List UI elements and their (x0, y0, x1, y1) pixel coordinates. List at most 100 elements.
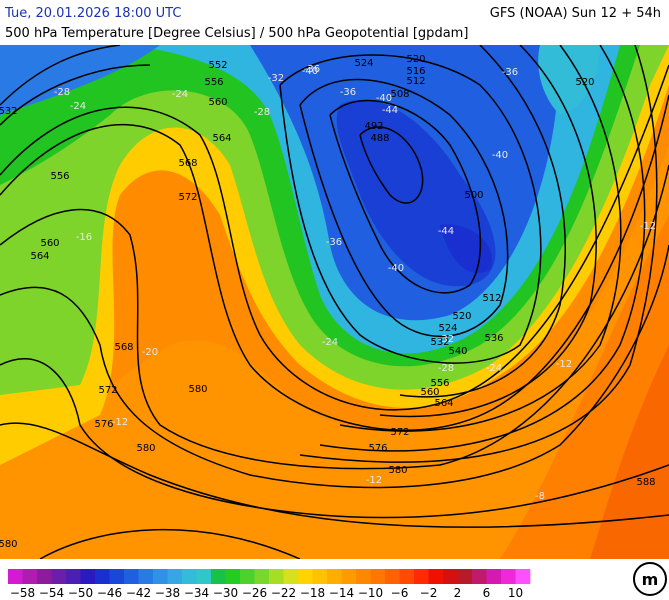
temperature-label: -12 (112, 417, 128, 428)
geopotential-label: 576 (94, 419, 113, 430)
geopotential-label: 580 (388, 465, 407, 476)
temperature-label: -40 (492, 150, 508, 161)
geopotential-label: 536 (484, 333, 503, 344)
legend-swatch (312, 569, 328, 584)
temperature-label: -32 (438, 334, 454, 345)
temperature-label: -40 (376, 93, 392, 104)
legend-swatch (486, 569, 502, 584)
legend-swatch (8, 569, 23, 584)
legend-label: −2 (420, 586, 438, 600)
legend-swatch (283, 569, 299, 584)
legend-swatch (153, 569, 168, 584)
geopotential-label: 560 (40, 238, 59, 249)
legend-swatch (457, 569, 473, 584)
datetime: Tue, 20.01.2026 18:00 UTC (5, 6, 182, 21)
legend-swatch (240, 569, 255, 584)
legend-swatch (341, 569, 357, 584)
legend-swatch (414, 569, 429, 584)
legend-swatch (428, 569, 444, 584)
legend-label: −38 (155, 586, 180, 600)
legend-label: 10 (508, 586, 523, 600)
temperature-label: -36 (340, 87, 356, 98)
geopotential-label: 552 (208, 60, 227, 71)
legend-label: −30 (213, 586, 238, 600)
legend-swatch (298, 569, 313, 584)
legend-swatch (196, 569, 212, 584)
temperature-label: -24 (70, 101, 86, 112)
temperature-label: -28 (438, 363, 454, 374)
legend-swatch (124, 569, 139, 584)
geopotential-label: 520 (575, 77, 594, 88)
logo (633, 562, 667, 596)
geopotential-label: 524 (354, 58, 373, 69)
temperature-label: -12 (640, 221, 656, 232)
geopotential-label: 580 (0, 539, 18, 550)
legend-label: 6 (483, 586, 491, 600)
temperature-label: -44 (382, 105, 398, 116)
legend-swatch (443, 569, 458, 584)
geopotential-label: 532 (430, 337, 449, 348)
geopotential-label: 520 (406, 54, 425, 65)
legend-swatch (399, 569, 415, 584)
temperature-label: -44 (438, 226, 454, 237)
geopotential-label: 524 (438, 323, 457, 334)
logo-mark: m (642, 570, 659, 589)
legend-swatch (167, 569, 183, 584)
temperature-label: -20 (142, 347, 158, 358)
legend-swatch (269, 569, 284, 584)
legend: −58 −54 −50 −46 −42 −38 −34 −30 −26 −22 −18 −14 −10−… (8, 562, 667, 600)
geopotential-label: 560 (208, 97, 227, 108)
legend-swatch (254, 569, 270, 584)
geopotential-label: 516 (406, 66, 425, 77)
legend-label: −18 (300, 586, 325, 600)
legend-swatch (385, 569, 400, 584)
legend-swatch (327, 569, 342, 584)
legend-swatch (472, 569, 487, 584)
geopotential-label: 568 (114, 342, 133, 353)
geopotential-label: 532 (0, 106, 18, 117)
legend-swatch (356, 569, 371, 584)
temperature-label: -8 (535, 491, 545, 502)
legend-swatch (182, 569, 197, 584)
geopotential-label: 540 (448, 346, 467, 357)
geopotential-label: 560 (420, 387, 439, 398)
temperature-label: -16 (76, 232, 92, 243)
legend-label: −14 (329, 586, 354, 600)
map: 5525565605645685725325565605645685725765… (0, 45, 669, 559)
geopotential-label: 556 (204, 77, 223, 88)
subtitle: 500 hPa Temperature [Degree Celsius] / 5… (5, 26, 469, 41)
temperature-label: -24 (172, 89, 188, 100)
temperature-label: -36 (502, 67, 518, 78)
geopotential-contours (0, 45, 669, 559)
legend-label: −42 (126, 586, 151, 600)
temperature-label: -36 (326, 237, 342, 248)
temperature-label: -24 (322, 337, 338, 348)
temperature-label: -28 (54, 87, 70, 98)
legend-swatch (109, 569, 125, 584)
legend-label: −26 (242, 586, 267, 600)
geopotential-label: 572 (178, 192, 197, 203)
geopotential-label: 564 (30, 251, 49, 262)
temperature-label: -36 (304, 64, 320, 75)
geopotential-label: 572 (390, 427, 409, 438)
legend-swatch (22, 569, 38, 584)
geopotential-label: 568 (178, 158, 197, 169)
legend-swatch (501, 569, 516, 584)
temperature-label: -40 (388, 263, 404, 274)
geopotential-label: 576 (368, 443, 387, 454)
legend-label: −54 (39, 586, 64, 600)
legend-label: −10 (358, 586, 383, 600)
temperature-label: -24 (486, 363, 502, 374)
legend-swatch (95, 569, 110, 584)
geopotential-label: 556 (430, 378, 449, 389)
legend-swatch (225, 569, 241, 584)
geopotential-label: 580 (188, 384, 207, 395)
geopotential-label: 488 (370, 133, 389, 144)
legend-label: −6 (391, 586, 409, 600)
legend-label: −34 (184, 586, 209, 600)
legend-swatch (37, 569, 52, 584)
geopotential-label: 580 (136, 443, 155, 454)
legend-label: −58 (10, 586, 35, 600)
legend-swatch (80, 569, 96, 584)
legend-swatch (138, 569, 154, 584)
